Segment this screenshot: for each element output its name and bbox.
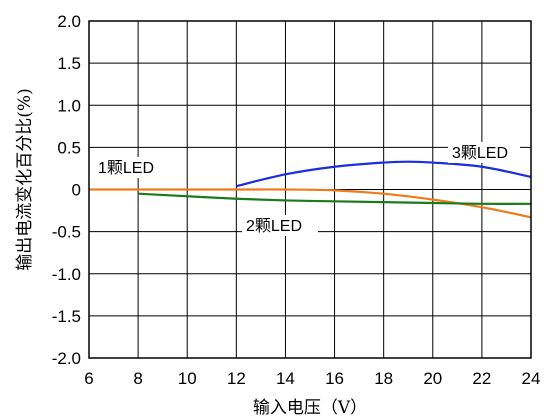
series-lines [88,160,532,219]
x-tick-label: 6 [84,369,93,388]
series-label-bg [94,157,166,178]
series-label-1: 1颗LED [98,159,154,177]
x-axis-title: 输入电压（V） [253,398,367,417]
series-label-bg [448,142,520,163]
x-tick-label: 8 [133,369,142,388]
y-axis-title: 输出电流变化百分比(%) [15,88,35,270]
x-tick-label: 18 [374,369,393,388]
y-tick-label: 0.5 [57,138,81,157]
plot-frame [88,20,532,359]
series-line-2 [138,192,532,205]
y-tick-label: 1.5 [57,54,81,73]
x-tick-label: 20 [423,369,442,388]
x-tick-label: 22 [472,369,491,388]
y-tick-label: -0.5 [52,223,81,242]
series-labels: 1颗LED 2颗LED 3颗LED [94,142,520,236]
series-label-bg [242,215,318,236]
y-tick-label: -1.0 [52,265,81,284]
y-tick-label: 1.0 [57,96,81,115]
series-label-2: 2颗LED [246,217,302,235]
x-tick-label: 16 [325,369,344,388]
y-tick-label: -1.5 [52,307,81,326]
series-line-3 [236,160,532,188]
tick-labels: 6 8 10 12 14 16 18 20 22 24 2.0 1.5 1.0 0.5 0 -0.5 -1.0 -… [52,12,541,388]
y-tick-label: 2.0 [57,12,81,31]
y-tick-label: -2.0 [52,349,81,368]
x-tick-label: 12 [227,369,246,388]
series-label-3: 3颗LED [452,144,508,162]
x-tick-label: 24 [522,369,541,388]
x-tick-label: 10 [178,369,197,388]
x-tick-label: 14 [276,369,295,388]
y-tick-label: 0 [72,181,81,200]
